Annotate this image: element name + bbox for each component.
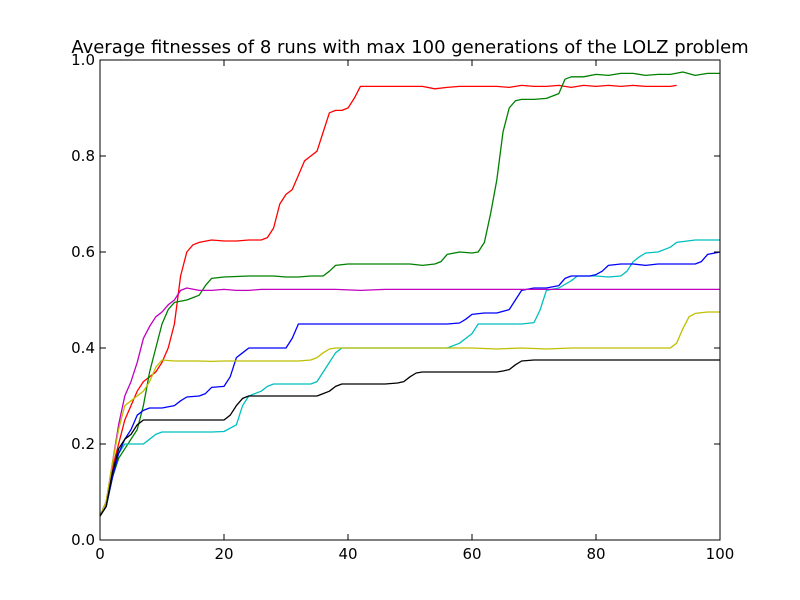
- x-tick-label: 60: [462, 545, 481, 563]
- series-line-5: [99, 287, 720, 517]
- y-tick-label: 0.2: [71, 435, 95, 453]
- x-tick-label: 100: [706, 545, 735, 563]
- y-tick-label: 0.6: [71, 243, 95, 261]
- y-tick-label: 0.0: [71, 531, 95, 549]
- y-tick-label: 0.8: [71, 147, 95, 165]
- series-layer: [99, 71, 721, 517]
- series-line-3: [99, 239, 720, 517]
- axes-layer: 0 20 40 60 80 100 0.0 0.2 0.4 0.6 0.8 1.0: [71, 51, 734, 563]
- plot-frame: [99, 59, 721, 541]
- x-tick-label: 0: [95, 545, 105, 563]
- x-tick-label: 20: [214, 545, 233, 563]
- chart-title: Average fitnesses of 8 runs with max 100…: [71, 37, 748, 58]
- series-line-7: [99, 359, 720, 517]
- x-tick-label: 40: [338, 545, 357, 563]
- series-line-1: [99, 84, 677, 517]
- y-tick-label: 0.4: [71, 339, 95, 357]
- y-tick-label: 1.0: [71, 51, 95, 69]
- x-tick-label: 80: [586, 545, 605, 563]
- series-line-2: [99, 71, 720, 517]
- series-line-4: [99, 251, 721, 517]
- series-line-6: [99, 311, 720, 517]
